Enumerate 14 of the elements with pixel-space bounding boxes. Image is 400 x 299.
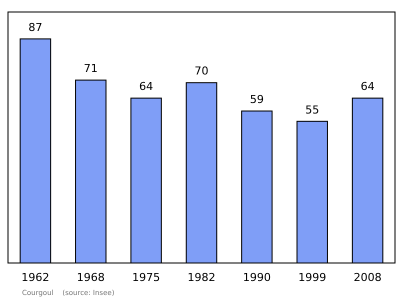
data-label: 55 [305,103,320,116]
x-tick-label: 1982 [188,271,216,284]
x-tick-label: 2008 [354,271,382,284]
x-tick-label: 1962 [21,271,50,284]
data-label: 64 [360,80,375,94]
x-tick-label: 1968 [76,271,105,284]
data-label: 71 [84,62,98,76]
data-label: 59 [250,93,264,106]
x-tick-label: 1975 [132,271,160,284]
data-label: 87 [28,20,42,34]
x-tick-label: 1990 [242,271,271,284]
data-label: 70 [194,64,208,78]
x-tick-label: 1999 [298,271,326,284]
data-label: 64 [139,80,154,94]
